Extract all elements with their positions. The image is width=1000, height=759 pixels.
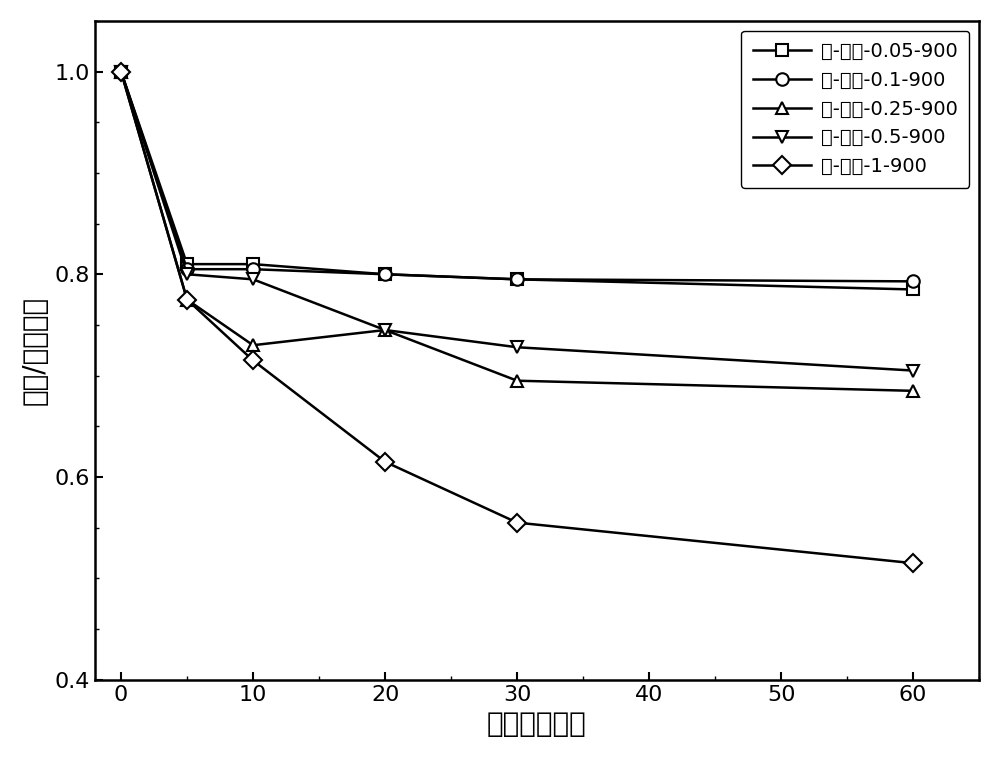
- 铁-氮碳-0.1-900: [181, 265, 193, 274]
- 铁-氮碳-0.05-900: [247, 260, 259, 269]
- 铁-氮碳-0.5-900: [247, 275, 259, 284]
- 铁-氮碳-0.05-900: [511, 275, 523, 284]
- 铁-氮碳-1-900: [379, 457, 391, 466]
- Y-axis label: 浓度/初始浓度: 浓度/初始浓度: [21, 296, 49, 405]
- 铁-氮碳-0.1-900: [907, 277, 919, 286]
- 铁-氮碳-0.05-900: [379, 269, 391, 279]
- 铁-氮碳-0.05-900: [907, 285, 919, 294]
- 铁-氮碳-0.25-900: [247, 341, 259, 350]
- 铁-氮碳-0.1-900: [115, 67, 127, 76]
- Line: 铁-氮碳-0.5-900: 铁-氮碳-0.5-900: [115, 65, 919, 376]
- Legend: 铁-氮碳-0.05-900, 铁-氮碳-0.1-900, 铁-氮碳-0.25-900, 铁-氮碳-0.5-900, 铁-氮碳-1-900: 铁-氮碳-0.05-900, 铁-氮碳-0.1-900, 铁-氮碳-0.25-9…: [741, 30, 969, 187]
- 铁-氮碳-0.25-900: [379, 326, 391, 335]
- 铁-氮碳-1-900: [511, 518, 523, 528]
- 铁-氮碳-0.1-900: [247, 265, 259, 274]
- 铁-氮碳-0.5-900: [379, 326, 391, 335]
- 铁-氮碳-1-900: [181, 295, 193, 304]
- 铁-氮碳-0.5-900: [181, 269, 193, 279]
- X-axis label: 时间（分钟）: 时间（分钟）: [487, 710, 587, 739]
- 铁-氮碳-0.25-900: [181, 295, 193, 304]
- 铁-氮碳-0.25-900: [511, 376, 523, 386]
- 铁-氮碳-1-900: [247, 356, 259, 365]
- 铁-氮碳-1-900: [907, 559, 919, 568]
- 铁-氮碳-1-900: [115, 67, 127, 76]
- Line: 铁-氮碳-0.1-900: 铁-氮碳-0.1-900: [115, 65, 919, 288]
- Line: 铁-氮碳-1-900: 铁-氮碳-1-900: [115, 65, 919, 569]
- 铁-氮碳-0.5-900: [115, 67, 127, 76]
- 铁-氮碳-0.5-900: [511, 343, 523, 352]
- Line: 铁-氮碳-0.05-900: 铁-氮碳-0.05-900: [115, 65, 919, 296]
- 铁-氮碳-0.05-900: [181, 260, 193, 269]
- 铁-氮碳-0.5-900: [907, 366, 919, 375]
- 铁-氮碳-0.1-900: [379, 269, 391, 279]
- 铁-氮碳-0.05-900: [115, 67, 127, 76]
- 铁-氮碳-0.1-900: [511, 275, 523, 284]
- 铁-氮碳-0.25-900: [907, 386, 919, 395]
- Line: 铁-氮碳-0.25-900: 铁-氮碳-0.25-900: [115, 65, 919, 397]
- 铁-氮碳-0.25-900: [115, 67, 127, 76]
